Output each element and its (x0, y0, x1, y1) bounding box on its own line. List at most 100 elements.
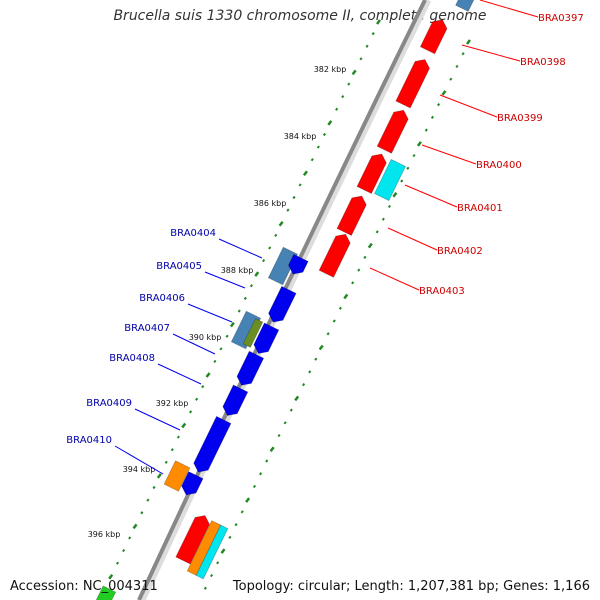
gc-dot-0-4 (351, 69, 357, 76)
gene-block-bra0408 (236, 350, 265, 386)
gc-dot-1-40 (220, 548, 226, 554)
gc-dot-1-3 (449, 77, 453, 81)
gene-block-bra0404 (267, 246, 299, 286)
gene-block-bra0401 (373, 158, 407, 202)
gc-dot-0-24 (229, 321, 235, 328)
gc-dot-1-36 (245, 497, 251, 503)
gc-dot-0-39 (140, 511, 144, 515)
connector-bra0406 (187, 303, 233, 323)
gene-label-bra0405: BRA0405 (156, 261, 202, 272)
gc-dot-0-18 (268, 246, 272, 250)
gc-dot-0-26 (219, 347, 223, 351)
connector-bra0398 (461, 44, 521, 62)
gc-dot-0-42 (122, 548, 126, 553)
chromosome-backbone (138, 0, 432, 600)
connector-bra0401 (404, 184, 458, 208)
gc-dot-0-14 (292, 195, 296, 200)
chromosome-backbone-line (137, 0, 427, 600)
gene-block-misc-top-shape (455, 0, 475, 12)
connector-bra0405 (204, 271, 246, 289)
kbp-tick-label: 392 kbp (156, 399, 189, 408)
gc-dot-1-23 (326, 332, 330, 336)
gene-block-bra0409 (222, 384, 249, 416)
gc-dot-0-28 (205, 372, 211, 378)
gene-label-bra0408: BRA0408 (109, 353, 155, 364)
gc-dot-1-26 (308, 370, 312, 374)
gc-dot-1-14 (381, 217, 385, 221)
gc-dot-1-16 (367, 242, 373, 249)
gc-dot-1-1 (461, 52, 465, 56)
gc-dot-1-24 (318, 344, 324, 351)
connector-bra0404 (218, 238, 263, 259)
gc-dot-1-13 (387, 204, 392, 209)
gc-dot-0-43 (115, 561, 120, 565)
gc-dot-1-35 (252, 484, 257, 489)
gene-block-bra0410-gene (193, 415, 232, 473)
accession-label: Accession: NC_004311 (10, 579, 158, 594)
gc-dot-0-13 (298, 183, 302, 187)
gc-dot-0-36 (156, 473, 162, 479)
gene-block-bra0407-gene (253, 322, 280, 354)
gc-dot-1-33 (265, 459, 269, 463)
connector-bra0408 (157, 363, 202, 385)
gc-dot-1-38 (234, 523, 238, 527)
gc-dot-0-16 (278, 220, 284, 227)
gc-dot-1-18 (357, 268, 361, 272)
gc-dot-1-43 (203, 586, 207, 590)
page-title: Brucella suis 1330 chromosome II, comple… (113, 8, 487, 24)
gc-dot-0-8 (327, 120, 333, 126)
gene-block-bra0406-shape (268, 285, 297, 323)
gc-dot-1-25 (314, 357, 318, 361)
gc-dot-0-25 (225, 334, 229, 338)
gene-block-bra0397-shape (419, 19, 448, 55)
gene-block-bra0405 (288, 253, 309, 275)
gc-dot-1-30 (283, 421, 287, 425)
gene-label-bra0397: BRA0397 (538, 13, 584, 24)
gc-dot-0-5 (347, 82, 351, 86)
gc-dot-1-9 (412, 153, 416, 158)
gc-dot-1-12 (392, 191, 398, 198)
connector-bra0407 (172, 333, 216, 355)
gene-block-bra0399 (376, 109, 409, 154)
gc-dot-0-40 (132, 523, 138, 530)
topology-summary: Topology: circular; Length: 1,207,381 bp… (232, 579, 590, 594)
gene-block-bra0406 (268, 285, 297, 323)
gene-block-bra0411-shape (181, 471, 204, 496)
gc-dot-1-28 (294, 395, 300, 402)
gene-block-bra0400 (356, 153, 387, 195)
gc-dot-0-15 (286, 208, 290, 212)
gc-dot-1-11 (400, 179, 404, 183)
gene-block-bra0407-shape (230, 310, 262, 350)
gc-dot-1-41 (216, 561, 220, 565)
gc-dot-1-29 (289, 408, 293, 412)
gene-label-bra0402: BRA0402 (437, 246, 483, 257)
gc-dot-0-21 (249, 284, 253, 288)
gc-dot-1-20 (343, 293, 349, 300)
feature-track (93, 0, 475, 600)
gc-dot-1-37 (240, 510, 244, 514)
gene-block-bra0412-shape (175, 515, 210, 565)
gc-dot-0-35 (164, 460, 168, 464)
gene-block-bra0408-shape (236, 350, 265, 386)
gc-dot-1-21 (338, 306, 342, 310)
gc-dot-0-41 (128, 536, 132, 540)
gene-label-bra0398: BRA0398 (520, 57, 566, 68)
gc-dot-0-23 (237, 309, 241, 313)
gc-dot-1-0 (466, 39, 471, 45)
connector-bra0399 (439, 94, 498, 118)
gc-content-track (103, 19, 471, 590)
gc-dot-0-44 (108, 574, 114, 580)
kbp-tick-label: 382 kbp (314, 65, 347, 74)
gene-block-bra0403-shape (318, 233, 351, 278)
gc-dot-0-29 (201, 385, 205, 389)
gene-block-bra0399-shape (376, 109, 409, 154)
kbp-tick-label: 388 kbp (221, 266, 254, 275)
gene-block-bra0414-shape (195, 524, 229, 580)
gene-block-bottom (93, 585, 117, 600)
gc-dot-0-17 (274, 233, 278, 237)
gene-block-bra0410-shape (163, 460, 191, 492)
gene-block-bra0412 (175, 515, 210, 565)
gene-block-bra0403 (318, 233, 351, 278)
kbp-tick-label: 396 kbp (88, 530, 121, 539)
